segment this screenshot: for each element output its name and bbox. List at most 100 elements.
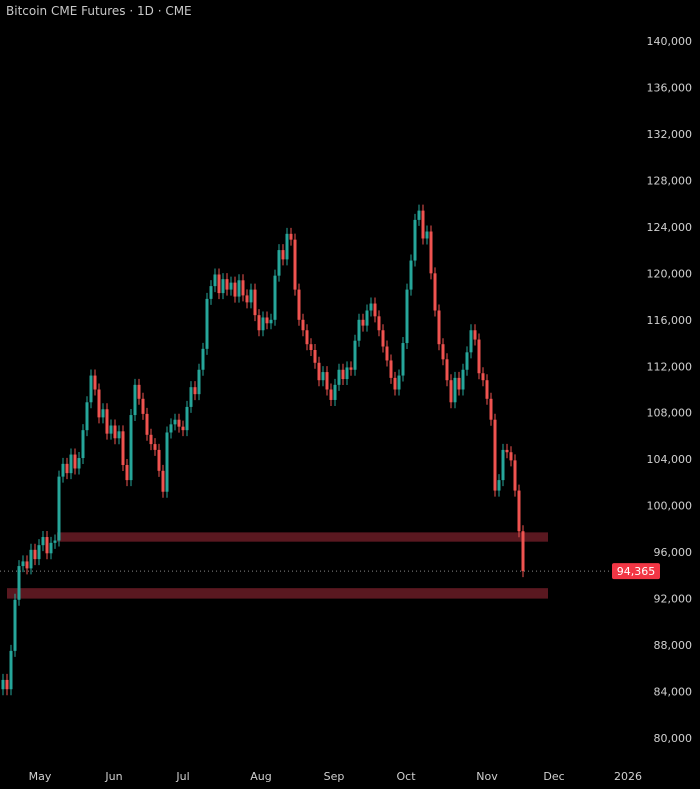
y-tick-label: 140,000 (647, 35, 693, 48)
candle (273, 269, 277, 326)
candle-body (473, 330, 477, 340)
candle (209, 280, 213, 305)
candle-body (333, 384, 337, 400)
candle-body (413, 219, 417, 261)
candle (289, 227, 293, 246)
candle-body (121, 431, 125, 466)
candle-body (181, 426, 185, 431)
candle-body (321, 372, 325, 381)
candle (417, 204, 421, 226)
candle (181, 420, 185, 437)
candle-body (481, 373, 485, 381)
candle-body (189, 387, 193, 407)
candle (5, 673, 9, 696)
y-axis[interactable]: 80,000 84,000 88,000 92,000 96,000 100,000 104… (647, 35, 693, 745)
x-tick-label: Jun (104, 770, 122, 783)
candle (97, 383, 101, 424)
x-axis[interactable]: May Jun Jul Aug Sep Oct Nov Dec 2026 (29, 770, 642, 783)
candle-body (157, 449, 161, 471)
candle (429, 225, 433, 280)
candle (269, 313, 273, 330)
candle-body (209, 286, 213, 299)
candle (405, 283, 409, 350)
candle-body (329, 389, 333, 400)
candle-body (509, 452, 513, 461)
candle-body (273, 275, 277, 320)
candle-body (197, 369, 201, 395)
candle-body (437, 310, 441, 345)
candle-body (349, 367, 353, 370)
candle (129, 409, 133, 487)
candle-body (453, 377, 457, 403)
candle-body (193, 387, 197, 395)
candle-body (253, 289, 257, 316)
candle (377, 310, 381, 337)
candle-body (89, 375, 93, 403)
candle (481, 367, 485, 387)
candle (149, 428, 153, 451)
candle-body (265, 317, 269, 324)
candle (301, 313, 305, 337)
candle (397, 369, 401, 396)
candle-body (401, 343, 405, 376)
candle (357, 313, 361, 347)
y-tick-label: 80,000 (654, 732, 693, 745)
candle (57, 470, 61, 547)
candle-body (505, 449, 509, 453)
candle (369, 297, 373, 317)
candle-body (405, 289, 409, 344)
candle-body (277, 250, 281, 276)
candle (117, 425, 121, 445)
candle-body (153, 444, 157, 450)
candle (473, 324, 477, 346)
candle-body (257, 315, 261, 331)
candle (9, 644, 13, 696)
candle-body (45, 537, 49, 554)
candle-body (141, 398, 145, 414)
candle (337, 363, 341, 391)
candle-body (517, 490, 521, 532)
candle (73, 448, 77, 475)
candle-body (361, 319, 365, 326)
candle-body (41, 537, 45, 546)
candle (205, 292, 209, 355)
y-tick-label: 132,000 (647, 128, 693, 141)
candle (401, 337, 405, 382)
candle-body (241, 280, 245, 296)
candle (101, 403, 105, 424)
candle-body (289, 233, 293, 240)
candle-body (145, 413, 149, 435)
candle (445, 353, 449, 387)
candle (293, 233, 297, 296)
candle (65, 457, 69, 480)
candle (21, 555, 25, 573)
candle-body (117, 431, 121, 439)
candle (361, 313, 365, 332)
candle-body (225, 279, 229, 290)
candle-body (101, 409, 105, 418)
candle-body (513, 460, 517, 491)
y-tick-label: 128,000 (647, 174, 693, 187)
candle (313, 344, 317, 369)
candle (85, 396, 89, 437)
candle-body (53, 540, 57, 543)
candle-body (261, 317, 265, 331)
candle-body (109, 425, 113, 434)
y-tick-label: 104,000 (647, 453, 693, 466)
candle-body (441, 344, 445, 360)
candle (1, 673, 5, 696)
candle (501, 443, 505, 487)
candle-body (221, 279, 225, 294)
candle (393, 371, 397, 396)
candle (157, 443, 161, 477)
candle (245, 289, 249, 309)
candle-body (449, 380, 453, 403)
candle-body (445, 359, 449, 381)
candle (321, 366, 325, 387)
candle (281, 244, 285, 266)
candle (161, 464, 165, 498)
candle (381, 324, 385, 353)
candle (49, 536, 53, 560)
candle (469, 324, 473, 359)
